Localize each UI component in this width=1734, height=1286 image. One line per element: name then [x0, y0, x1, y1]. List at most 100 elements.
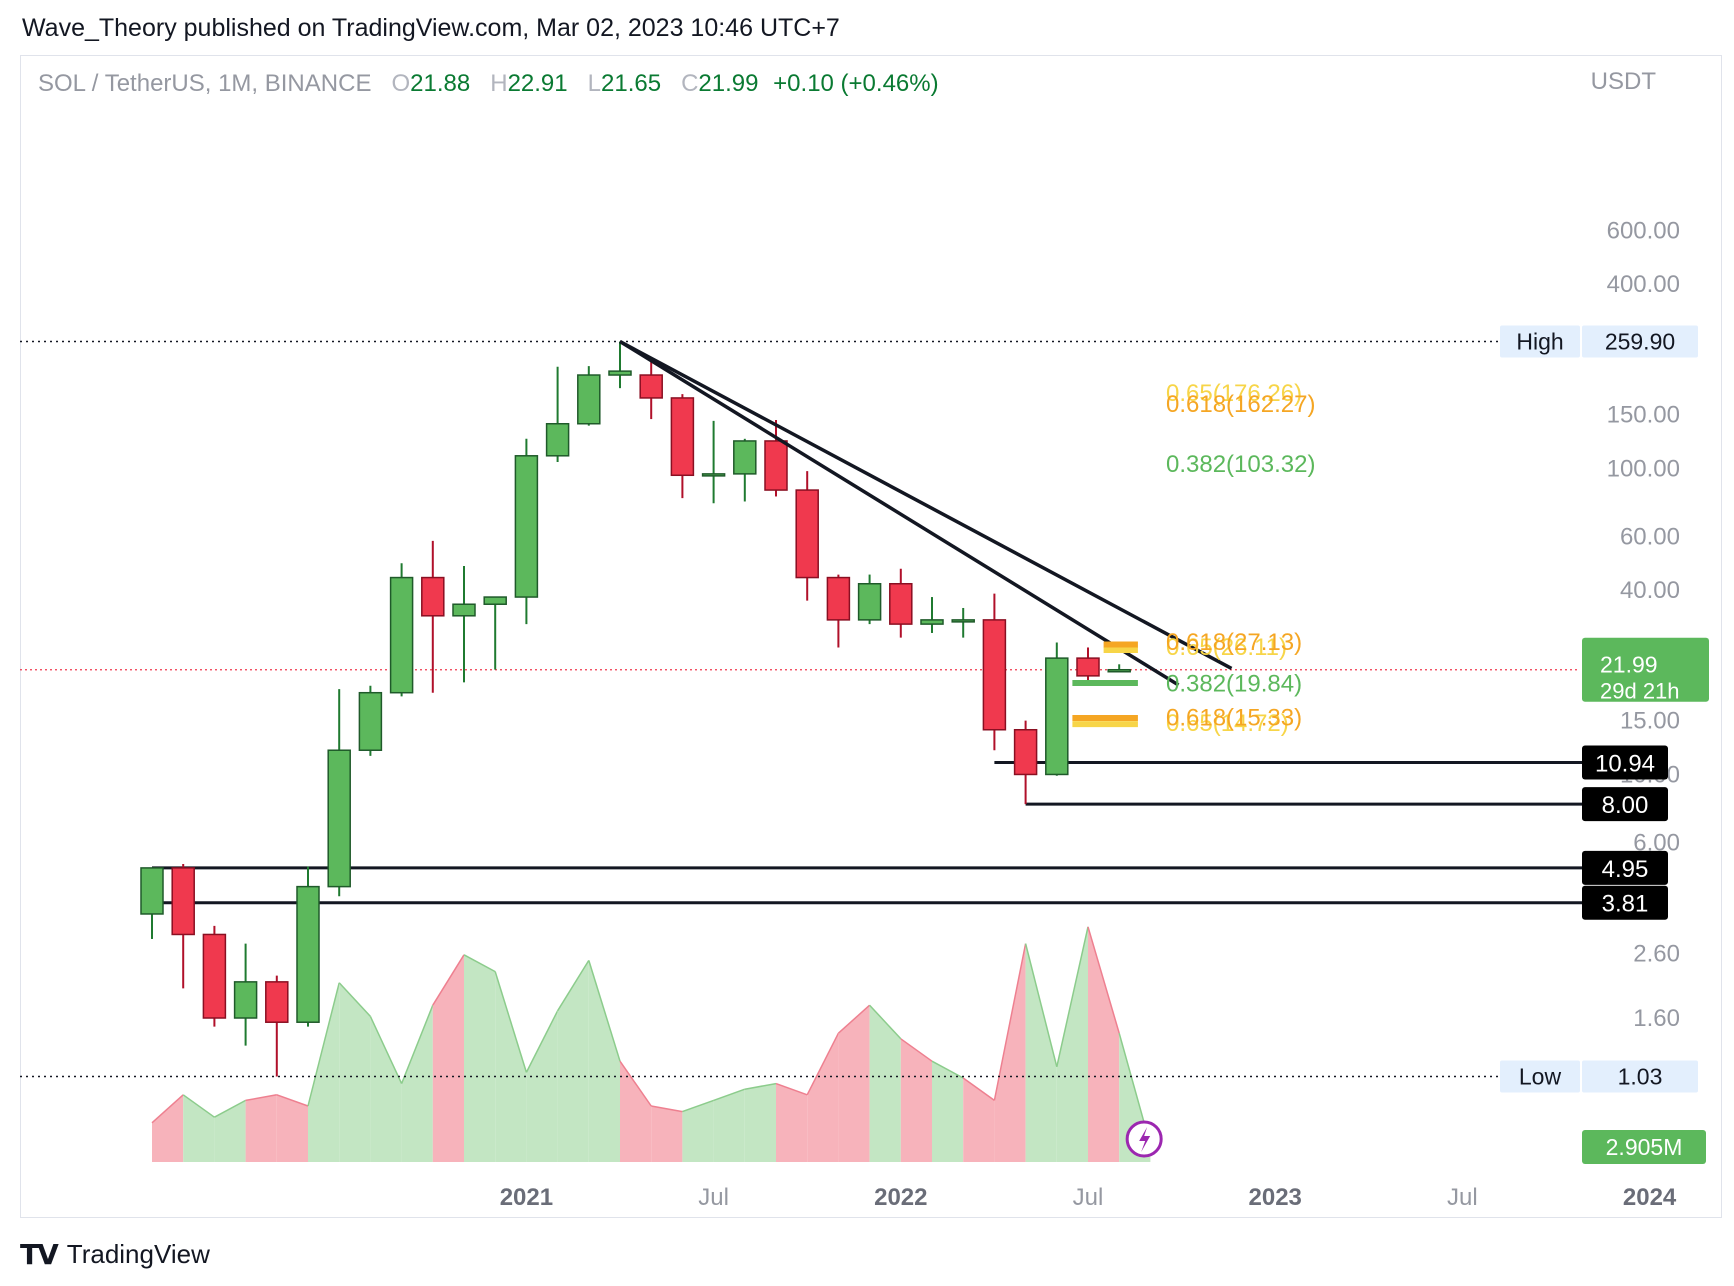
candle-up[interactable]: [701, 473, 726, 477]
high-value-bg: [1582, 325, 1698, 358]
volume-outline: [682, 1099, 714, 1113]
last-price-value: 21.99: [1600, 652, 1658, 678]
volume-segment: [900, 1038, 932, 1162]
trendline[interactable]: [619, 339, 1233, 671]
low-label: Low: [1519, 1064, 1562, 1090]
volume-segment: [308, 982, 340, 1162]
candle-up[interactable]: [545, 422, 570, 457]
currency-label[interactable]: USDT: [1590, 68, 1656, 95]
volume-outline: [869, 1004, 902, 1040]
candle-up[interactable]: [1045, 657, 1069, 776]
candle-down[interactable]: [1013, 728, 1038, 776]
y-tick-label: 60.00: [1620, 523, 1680, 550]
candle-down[interactable]: [421, 576, 445, 617]
volume-segment: [401, 1005, 433, 1162]
volume-segment: [682, 1100, 714, 1162]
high-label: High: [1516, 329, 1563, 355]
support-level-label: 10.94: [1595, 751, 1655, 778]
candle-down[interactable]: [889, 582, 913, 625]
candle-up[interactable]: [857, 582, 882, 621]
volume-segment: [495, 971, 527, 1162]
volume-segment: [651, 1106, 683, 1162]
volume-outline: [556, 960, 590, 1012]
volume-segment: [744, 1083, 776, 1162]
candle-down[interactable]: [982, 619, 1007, 731]
x-axis-label: Jul: [1447, 1184, 1478, 1211]
volume-outline: [245, 1094, 277, 1102]
y-tick-label: 40.00: [1620, 577, 1680, 604]
chart-frame: [20, 55, 1722, 1218]
volume-segment: [214, 1100, 246, 1162]
volume-outline: [214, 1099, 246, 1118]
volume-segment: [432, 954, 464, 1162]
candle-down[interactable]: [670, 397, 695, 477]
volume-segment: [588, 960, 620, 1162]
y-tick-label: 150.00: [1607, 402, 1680, 429]
open-label: O: [391, 70, 411, 97]
support-level-bg: [1582, 885, 1668, 920]
candle-down[interactable]: [265, 981, 289, 1023]
candle-up[interactable]: [1107, 668, 1131, 673]
candle-down[interactable]: [202, 933, 227, 1019]
volume-outline: [432, 954, 465, 1006]
x-axis-label: Jul: [1073, 1184, 1104, 1211]
candle-down[interactable]: [639, 374, 663, 399]
fib-level-label: 0.65(26.11): [1166, 634, 1287, 661]
candle-up[interactable]: [296, 885, 320, 1023]
volume-outline: [931, 1060, 964, 1079]
lightning-bolt-icon: [1139, 1127, 1151, 1152]
candle-up[interactable]: [920, 619, 944, 625]
x-axis-label: 2024: [1623, 1184, 1677, 1211]
volume-segment: [276, 1094, 308, 1162]
volume-outline: [151, 1094, 184, 1124]
x-axis-label: 2021: [500, 1184, 553, 1211]
volume-segment: [776, 1083, 808, 1162]
symbol-legend: SOL / TetherUS, 1M, BINANCE O21.88 H22.9…: [38, 70, 939, 98]
fib-level-label: 0.618(162.27): [1166, 391, 1315, 418]
candle-up[interactable]: [608, 370, 632, 376]
fib-level-label: 0.618(27.13): [1166, 629, 1302, 656]
candle-up[interactable]: [327, 749, 351, 888]
footer: TV TradingView: [20, 1238, 210, 1271]
support-level-label: 3.81: [1602, 891, 1649, 918]
candle-up[interactable]: [233, 981, 258, 1019]
fib-level-label: 0.382(19.84): [1166, 670, 1302, 697]
candle-up[interactable]: [452, 603, 476, 617]
volume-value: 2.905M: [1606, 1134, 1683, 1160]
tradingview-logo-icon[interactable]: TV: [20, 1238, 59, 1271]
symbol-name[interactable]: SOL / TetherUS, 1M, BINANCE: [38, 70, 372, 97]
volume-segment: [1056, 926, 1088, 1162]
volume-segment: [620, 1061, 652, 1162]
low-label: L: [587, 70, 601, 97]
trendline[interactable]: [619, 340, 1180, 687]
volume-outline: [588, 960, 621, 1062]
candle-up[interactable]: [140, 867, 164, 915]
candle-up[interactable]: [483, 596, 507, 605]
x-axis-label: 2022: [874, 1184, 927, 1211]
candle-up[interactable]: [514, 455, 539, 598]
volume-outline: [338, 982, 371, 1017]
volume-outline: [182, 1094, 215, 1118]
candle-down[interactable]: [171, 867, 195, 936]
candle-up[interactable]: [389, 576, 414, 694]
high-value: 259.90: [1605, 329, 1675, 355]
y-tick-label: 2.60: [1633, 940, 1680, 967]
candle-up[interactable]: [577, 374, 601, 425]
brand-name[interactable]: TradingView: [66, 1239, 210, 1269]
candle-down[interactable]: [795, 489, 819, 579]
candle-up[interactable]: [733, 440, 757, 475]
fib-level-label: 0.382(103.32): [1166, 451, 1315, 478]
volume-outline: [307, 982, 340, 1107]
candle-up[interactable]: [951, 619, 975, 623]
volume-outline: [775, 1082, 808, 1096]
volume-segment: [1088, 926, 1120, 1162]
volume-label-bg: [1582, 1130, 1706, 1164]
candle-down[interactable]: [1076, 657, 1100, 677]
volume-segment: [557, 960, 589, 1162]
volume-outline: [744, 1082, 777, 1090]
candle-down[interactable]: [826, 576, 851, 621]
volume-segment: [713, 1089, 745, 1162]
candle-down[interactable]: [764, 440, 788, 491]
candle-up[interactable]: [358, 691, 383, 751]
